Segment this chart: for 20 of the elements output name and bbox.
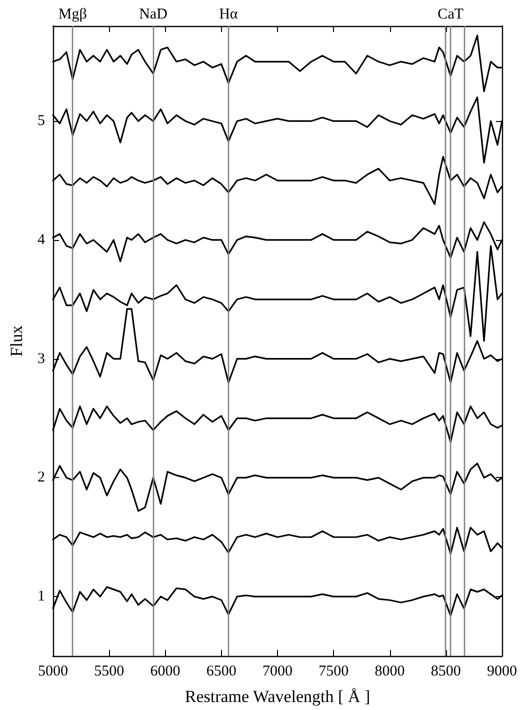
x-axis-title: Restrame Wavelength [ Å ]	[184, 687, 370, 706]
y-tick-label: 2	[38, 470, 45, 486]
y-tick-label: 3	[38, 350, 45, 367]
x-tick-label: 5000	[38, 664, 68, 680]
ref-line-label: NaD	[139, 6, 168, 22]
x-tick-label: 6500	[206, 664, 236, 680]
x-tick-label: 7000	[262, 664, 292, 680]
x-tick-label: 8000	[374, 664, 405, 680]
y-tick-label: 1	[38, 588, 45, 605]
ref-line-label: CaT	[438, 6, 464, 22]
y-tick-label: 4	[38, 232, 46, 248]
x-tick-label: 5500	[94, 664, 124, 680]
x-tick-label: 8500	[430, 664, 461, 680]
x-tick-label: 9000	[487, 664, 517, 680]
y-axis-title: Flux	[7, 324, 26, 357]
x-tick-label: 6000	[150, 664, 180, 680]
ref-line-label: Hα	[219, 6, 238, 22]
x-tick-label: 7500	[318, 664, 349, 680]
y-tick-label: 5	[38, 113, 45, 130]
ref-line-label: Mgβ	[58, 6, 87, 22]
